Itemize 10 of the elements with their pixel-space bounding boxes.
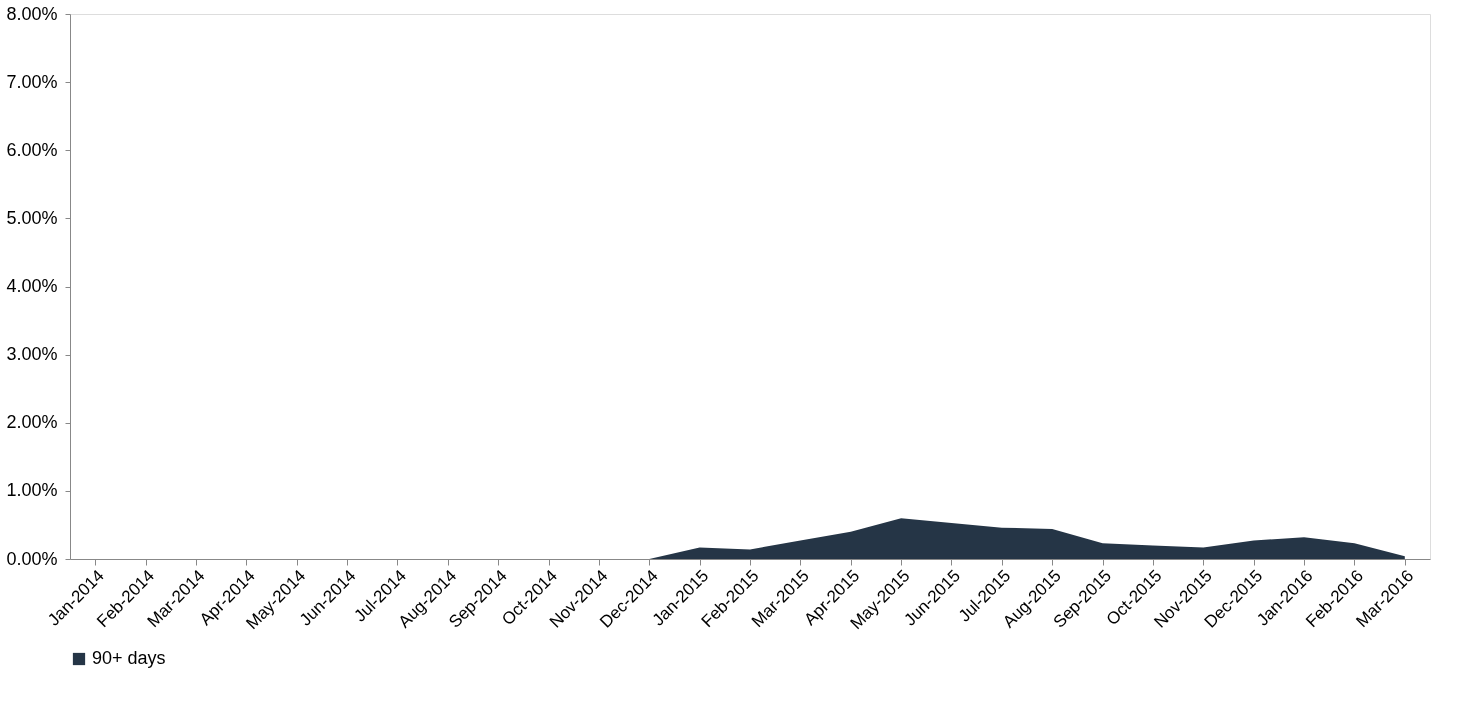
y-tick-label: 3.00% <box>6 344 58 365</box>
y-tick-label: 6.00% <box>6 139 58 160</box>
legend-label: 90+ days <box>92 648 166 668</box>
y-tick-label: 4.00% <box>6 276 58 296</box>
y-tick-label: 1.00% <box>6 480 58 501</box>
y-tick-label: 0.00% <box>6 548 58 569</box>
y-tick-label: 7.00% <box>6 71 58 92</box>
y-tick-label: 8.00% <box>6 3 58 24</box>
y-tick-label: 5.00% <box>6 207 58 228</box>
y-tick-label: 2.00% <box>6 412 58 433</box>
